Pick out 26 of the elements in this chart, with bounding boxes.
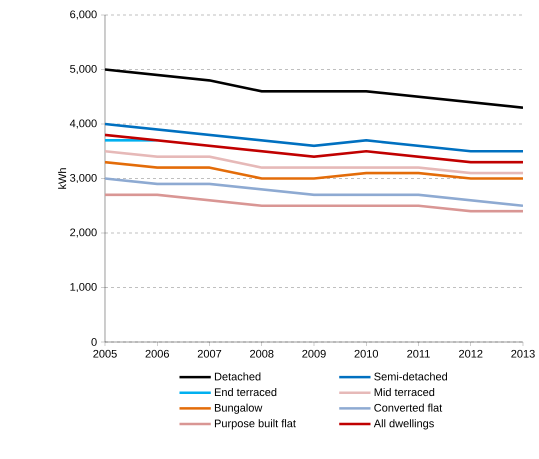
legend-label: Converted flat	[374, 404, 442, 412]
x-tick-label: 2007	[198, 350, 222, 358]
x-tick-label: 2011	[407, 350, 430, 358]
y-tick-label: 1,000	[70, 282, 97, 292]
line-series	[105, 160, 523, 180]
x-tick-label: 2009	[302, 350, 326, 358]
y-tick-label: 3,000	[70, 174, 97, 184]
x-tick-label: 2006	[146, 350, 169, 358]
y-tick-label: 5,000	[70, 64, 97, 74]
x-tick-label: 2008	[250, 350, 274, 358]
legend-label: Bungalow	[214, 404, 262, 414]
legend-label: Detached	[214, 372, 260, 380]
y-axis-title: kWh	[58, 168, 66, 189]
y-tick-label: 2,000	[70, 228, 97, 238]
x-tick-label: 2005	[93, 350, 117, 358]
y-tick-label: 6,000	[70, 10, 97, 20]
legend-label: Semi-detached	[374, 372, 448, 380]
legend-label: Purpose built flat	[214, 419, 296, 430]
x-tick-label: 2013	[511, 350, 535, 358]
legend-label: End terraced	[214, 388, 276, 396]
legend-label: Mid terraced	[374, 388, 434, 396]
legend-label: All dwellings	[374, 419, 434, 430]
y-tick-label: 0	[91, 338, 97, 346]
x-tick-label: 2012	[459, 350, 482, 358]
x-tick-label: 2010	[354, 350, 378, 358]
y-tick-label: 4,000	[70, 119, 97, 129]
